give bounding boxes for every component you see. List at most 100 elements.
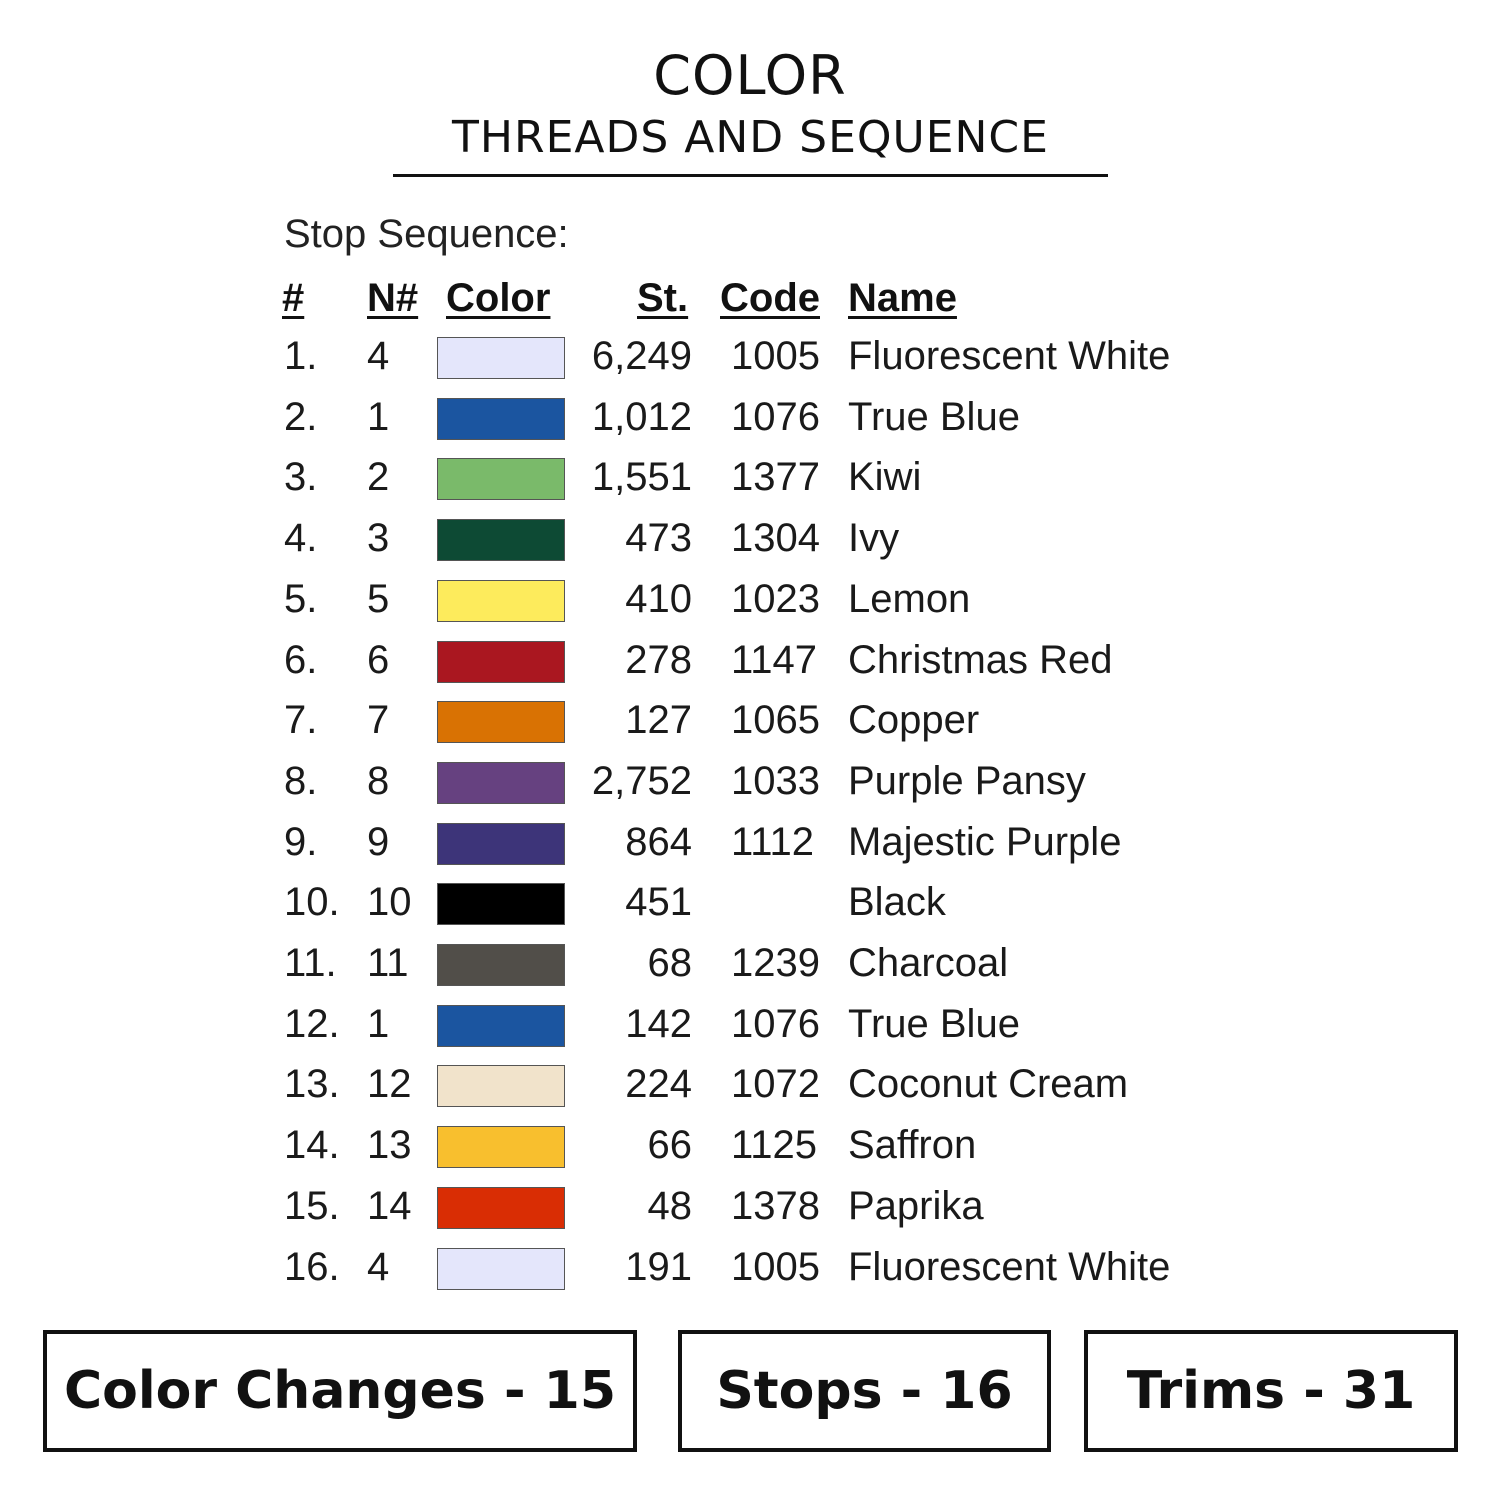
needle-number: 1 xyxy=(367,1001,390,1046)
stitch-count: 2,752 xyxy=(591,758,692,803)
stitch-count: 127 xyxy=(625,698,692,743)
needle-number: 7 xyxy=(367,698,390,743)
table-row: 14. 13 66 1125 Saffron xyxy=(0,1123,1500,1183)
row-number: 15. xyxy=(284,1183,340,1228)
thread-name: Coconut Cream xyxy=(848,1062,1129,1107)
color-swatch xyxy=(437,397,565,440)
row-number: 4. xyxy=(284,516,318,561)
color-swatch xyxy=(437,337,565,379)
row-number: 12. xyxy=(284,1001,340,1046)
needle-number: 9 xyxy=(367,819,390,864)
header-color: Color xyxy=(446,276,551,320)
color-swatch xyxy=(437,1065,565,1108)
stitch-count: 191 xyxy=(625,1244,692,1289)
thread-name: Purple Pansy xyxy=(848,758,1086,803)
thread-code: 1112 xyxy=(731,819,815,864)
row-number: 7. xyxy=(284,698,318,743)
needle-number: 1 xyxy=(367,394,390,439)
header-code: Code xyxy=(720,276,820,320)
row-number: 1. xyxy=(284,334,318,378)
header-num: # xyxy=(282,276,305,320)
table-row: 4. 3 473 1304 Ivy xyxy=(0,516,1500,576)
thread-name: Ivy xyxy=(848,516,900,561)
needle-number: 2 xyxy=(367,455,390,500)
thread-code: 1005 xyxy=(731,1244,820,1289)
needle-number: 4 xyxy=(367,334,390,378)
thread-name: Kiwi xyxy=(848,455,922,500)
table-row: 7. 7 127 1065 Copper xyxy=(0,698,1500,758)
row-number: 6. xyxy=(284,637,318,682)
thread-name: Fluorescent White xyxy=(848,1244,1171,1289)
thread-name: Copper xyxy=(848,698,980,743)
row-number: 11. xyxy=(284,941,337,985)
stitch-count: 473 xyxy=(625,516,692,561)
divider xyxy=(393,174,1108,177)
thread-code: 1239 xyxy=(731,941,820,985)
thread-name: Christmas Red xyxy=(848,637,1113,682)
needle-number: 11 xyxy=(367,941,409,985)
table-row: 16. 4 191 1005 Fluorescent White xyxy=(0,1245,1500,1305)
thread-code: 1065 xyxy=(731,698,820,743)
thread-code: 1005 xyxy=(731,334,820,378)
thread-code: 1076 xyxy=(731,394,820,439)
row-number: 9. xyxy=(284,819,318,864)
needle-number: 13 xyxy=(367,1123,412,1168)
header-name: Name xyxy=(848,276,957,320)
stitch-count: 48 xyxy=(647,1183,693,1228)
color-swatch xyxy=(437,883,565,926)
needle-number: 8 xyxy=(367,758,390,803)
stitch-count: 278 xyxy=(625,637,692,682)
table-row: 5. 5 410 1023 Lemon xyxy=(0,577,1500,637)
stitch-count: 1,551 xyxy=(591,455,692,500)
needle-number: 12 xyxy=(367,1062,412,1107)
thread-code: 1076 xyxy=(731,1001,820,1046)
table-row: 13. 12 224 1072 Coconut Cream xyxy=(0,1062,1500,1122)
color-swatch xyxy=(437,458,565,501)
color-swatch xyxy=(437,1186,565,1229)
stitch-count: 6,249 xyxy=(591,334,692,378)
stitch-count: 451 xyxy=(625,880,692,925)
page-subtitle: THREADS AND SEQUENCE xyxy=(452,112,1049,163)
stops-box: Stops - 16 xyxy=(678,1330,1051,1452)
needle-number: 6 xyxy=(367,637,390,682)
header-n: N# xyxy=(367,276,419,320)
thread-code: 1147 xyxy=(731,637,818,682)
thread-code: 1377 xyxy=(731,455,820,500)
color-swatch xyxy=(437,640,565,683)
needle-number: 4 xyxy=(367,1244,390,1289)
row-number: 2. xyxy=(284,394,318,439)
row-number: 8. xyxy=(284,758,318,803)
table-row: 9. 9 864 1112 Majestic Purple xyxy=(0,820,1500,880)
stitch-count: 66 xyxy=(647,1123,693,1168)
page-title: COLOR xyxy=(653,44,847,107)
color-swatch xyxy=(437,761,565,804)
stitch-count: 68 xyxy=(647,941,693,985)
thread-code: 1304 xyxy=(731,516,820,561)
stitch-count: 142 xyxy=(625,1001,692,1046)
needle-number: 3 xyxy=(367,516,390,561)
color-swatch xyxy=(437,579,565,622)
thread-code: 1033 xyxy=(731,758,820,803)
trims-box: Trims - 31 xyxy=(1084,1330,1458,1452)
table-row: 15. 14 48 1378 Paprika xyxy=(0,1184,1500,1244)
table-row: 12. 1 142 1076 True Blue xyxy=(0,1002,1500,1062)
color-swatch xyxy=(437,519,565,562)
table-row: 10. 10 451 Black xyxy=(0,880,1500,940)
row-number: 13. xyxy=(284,1062,340,1107)
color-swatch xyxy=(437,1126,565,1169)
header-st: St. xyxy=(637,276,689,320)
table-row: 2. 1 1,012 1076 True Blue xyxy=(0,395,1500,455)
row-number: 14. xyxy=(284,1123,340,1168)
thread-code: 1072 xyxy=(731,1062,820,1107)
stitch-count: 1,012 xyxy=(591,394,692,439)
color-swatch xyxy=(437,944,565,986)
thread-code: 1023 xyxy=(731,576,820,621)
row-number: 3. xyxy=(284,455,318,500)
needle-number: 5 xyxy=(367,576,390,621)
stitch-count: 410 xyxy=(625,576,692,621)
table-row: 6. 6 278 1147 Christmas Red xyxy=(0,638,1500,698)
stitch-count: 224 xyxy=(625,1062,692,1107)
thread-name: True Blue xyxy=(848,1001,1020,1046)
section-label: Stop Sequence: xyxy=(284,212,569,256)
thread-name: Majestic Purple xyxy=(848,819,1122,864)
